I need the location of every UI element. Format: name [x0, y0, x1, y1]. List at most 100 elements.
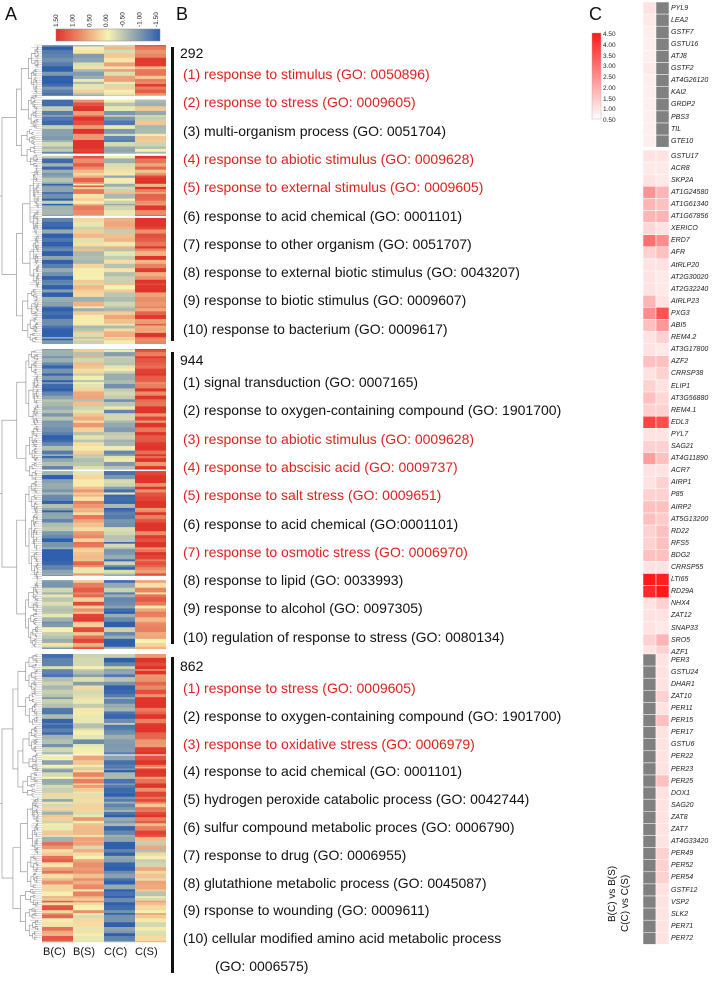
fold-change-cell	[642, 319, 657, 332]
gene-label: GSTF7	[671, 28, 694, 36]
go-term: (6) sulfur compound metabolic proces (GO…	[183, 819, 515, 835]
fold-change-cell	[655, 428, 670, 441]
gene-label: ACR7	[671, 467, 690, 475]
fold-change-cell	[655, 895, 670, 909]
fold-change-cell	[655, 665, 670, 679]
go-term: (4) response to abscisic acid (GO: 00097…	[183, 458, 458, 475]
fold-change-cell	[642, 246, 657, 260]
fold-change-cell	[655, 621, 670, 635]
gene-label: PYL9	[671, 4, 689, 12]
colorbar-a: 1.50 1.00 0.50 0.00 -0.50 -1.00 -1.50	[53, 12, 161, 42]
gene-label: ZAT12	[671, 612, 692, 620]
fold-change-cell	[642, 343, 657, 356]
fold-change-cell	[655, 452, 670, 465]
gene-label: AT1G24580	[671, 188, 709, 196]
fold-change-cell	[655, 597, 670, 611]
fold-change-cell	[642, 512, 657, 526]
gene-label: GSTF12	[671, 886, 698, 894]
gene-label: REM4.2	[671, 334, 697, 342]
fold-change-cell	[655, 379, 670, 393]
fold-change-cell	[642, 585, 657, 598]
go-term: (4) response to acid chemical (GO: 00011…	[183, 763, 463, 780]
go-term: (9) response to alcohol (GO: 0097305)	[183, 600, 423, 617]
gene-label: SKP2A	[671, 176, 694, 184]
gene-label: PER11	[671, 705, 693, 712]
fold-change-cell	[642, 798, 657, 812]
fold-change-cell	[642, 428, 657, 441]
panel-letter-b: B	[176, 4, 189, 24]
gene-label: XERICO	[671, 225, 698, 233]
fold-change-cell	[655, 702, 670, 715]
go-term: (9) response to biotic stimulus (GO: 000…	[183, 292, 467, 309]
fold-change-cell	[655, 198, 670, 211]
fold-change-cell	[655, 62, 670, 75]
gene-label: BDG2	[671, 551, 691, 559]
fold-change-cell	[655, 476, 670, 490]
colorbar-c-tick: 1.00	[603, 106, 616, 114]
fold-change-cell	[642, 786, 657, 800]
fold-change-cell	[642, 98, 657, 112]
fold-change-cell	[642, 110, 657, 124]
fold-change-cell	[642, 258, 657, 272]
fold-change-cell	[655, 74, 670, 87]
fold-change-cell	[642, 25, 657, 39]
fold-change-cell	[642, 835, 657, 848]
gene-label: AT3G17800	[671, 346, 709, 354]
fold-change-cell	[642, 222, 657, 235]
gene-label: GRDP2	[671, 101, 696, 109]
fold-change-cell	[642, 415, 657, 429]
gene-label: PER71	[671, 922, 694, 930]
fold-change-cell	[642, 702, 657, 715]
gene-label: PBS3	[671, 113, 689, 121]
colorbar-a-tick: 0.00	[103, 14, 110, 27]
fold-change-cell	[642, 270, 657, 284]
fold-change-cell	[642, 609, 657, 623]
gene-label: PER54	[671, 874, 694, 882]
gene-label: AIRP2	[671, 503, 692, 511]
fold-change-cell	[655, 786, 670, 800]
fold-change-cell	[655, 25, 670, 39]
fold-change-cell	[655, 677, 670, 691]
gene-label: RFS5	[671, 539, 689, 547]
cluster-count-2: 944	[180, 352, 204, 368]
fold-change-cell	[655, 645, 670, 659]
fold-change-cell	[655, 811, 670, 824]
column-label-bc-vs-bs: B(C) vs B(S)	[607, 865, 618, 922]
fold-change-cell	[655, 270, 670, 284]
gene-label: GSTU6	[671, 741, 695, 749]
expression-heatmap: 1.50 1.00 0.50 0.00 -0.50 -1.00 -1.50	[0, 12, 168, 943]
colorbar-c-tick: 3.50	[603, 52, 616, 60]
column-label-b-c: B(C)	[43, 946, 66, 958]
gene-label: ACR8	[671, 164, 690, 172]
go-term: (8) response to lipid (GO: 0033993)	[183, 572, 404, 589]
fold-change-cell	[642, 883, 657, 897]
go-term: (10) regulation of response to stress (G…	[183, 628, 505, 645]
gene-label: KAI2	[671, 89, 687, 97]
fold-change-cell	[642, 234, 657, 248]
gene-label: AT3G56880	[671, 394, 709, 402]
fold-change-cell	[655, 331, 670, 344]
fold-change-cell	[655, 415, 670, 429]
gene-label: ZAT7	[671, 826, 688, 833]
gene-label: AT4G26120	[671, 77, 709, 85]
fold-change-cell	[642, 561, 657, 574]
gene-label: CRRSP55	[671, 564, 704, 571]
fold-change-cell	[642, 811, 657, 824]
fold-change-cell	[655, 798, 670, 812]
fold-change-cell	[655, 585, 670, 598]
fold-change-cell	[642, 500, 657, 514]
gene-label: AT4G11890	[671, 455, 708, 463]
panel-letter-c: C	[589, 4, 602, 24]
fold-change-cell	[642, 391, 657, 405]
fold-change-cell	[642, 677, 657, 691]
fold-change-cell	[655, 440, 670, 453]
go-term: (7) response to drug (GO: 0006955)	[183, 846, 407, 863]
cluster-bar-3	[171, 657, 174, 973]
colorbar-c-tick: 0.50	[603, 117, 616, 124]
gene-label: LTI65	[671, 576, 689, 584]
colorbar-c-tick: 3.00	[603, 63, 616, 71]
fold-change-cell	[655, 561, 670, 574]
fold-change-cell	[642, 621, 657, 635]
fold-change-cell	[642, 907, 657, 921]
gene-label: PER17	[671, 729, 694, 737]
